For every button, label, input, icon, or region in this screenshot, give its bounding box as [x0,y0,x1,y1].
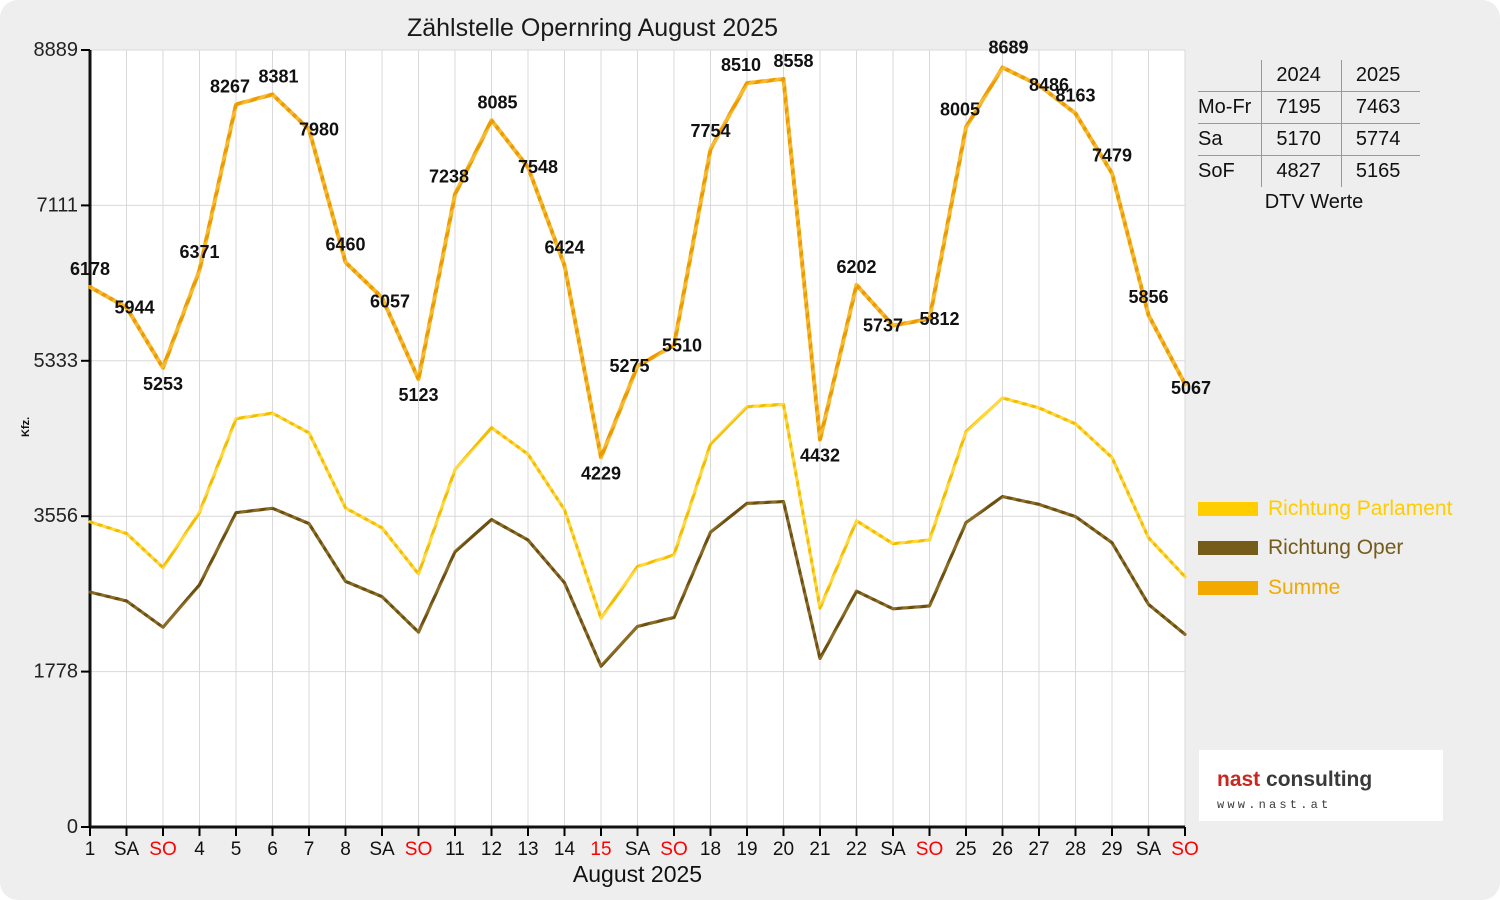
svg-text:8558: 8558 [773,51,813,71]
svg-text:13: 13 [517,839,538,860]
svg-text:29: 29 [1101,839,1122,860]
svg-text:5856: 5856 [1128,287,1168,307]
svg-text:19: 19 [736,839,757,860]
svg-text:SA: SA [1136,839,1162,860]
svg-text:6057: 6057 [370,292,410,312]
svg-text:SA: SA [625,839,651,860]
svg-text:SO: SO [405,839,432,860]
svg-text:SA: SA [369,839,395,860]
svg-text:6202: 6202 [836,257,876,277]
svg-text:1: 1 [85,839,96,860]
svg-text:8163: 8163 [1055,85,1095,105]
svg-text:22: 22 [846,839,867,860]
svg-text:7: 7 [304,839,315,860]
svg-text:8085: 8085 [477,92,517,112]
svg-text:SO: SO [1171,839,1198,860]
svg-text:4: 4 [194,839,205,860]
svg-text:28: 28 [1065,839,1086,860]
svg-text:27: 27 [1028,839,1049,860]
svg-text:SO: SO [149,839,176,860]
svg-text:0: 0 [67,816,78,838]
svg-text:7980: 7980 [299,119,339,139]
svg-text:SA: SA [880,839,906,860]
svg-text:August 2025: August 2025 [573,861,702,887]
svg-text:12: 12 [481,839,502,860]
svg-text:15: 15 [590,839,611,860]
svg-text:5510: 5510 [662,335,702,355]
svg-text:5944: 5944 [114,297,154,317]
svg-text:7548: 7548 [518,157,558,177]
svg-text:14: 14 [554,839,576,860]
svg-text:6371: 6371 [179,242,219,262]
svg-text:3556: 3556 [34,505,79,527]
svg-text:20: 20 [773,839,794,860]
svg-text:SO: SO [916,839,943,860]
svg-text:4229: 4229 [581,463,621,483]
svg-text:5253: 5253 [143,374,183,394]
svg-text:5333: 5333 [34,350,79,372]
svg-text:8: 8 [340,839,351,860]
svg-text:7754: 7754 [690,121,730,141]
svg-text:5737: 5737 [863,316,903,336]
svg-text:5: 5 [231,839,242,860]
svg-text:5812: 5812 [919,309,959,329]
svg-text:5275: 5275 [609,356,649,376]
svg-text:11: 11 [445,839,465,860]
svg-text:7111: 7111 [36,194,78,216]
svg-text:6424: 6424 [544,237,584,257]
svg-text:25: 25 [955,839,976,860]
svg-text:8005: 8005 [940,99,980,119]
svg-text:1778: 1778 [34,661,79,683]
svg-text:8267: 8267 [210,76,250,96]
svg-text:7238: 7238 [429,166,469,186]
svg-text:SO: SO [660,839,687,860]
svg-text:SA: SA [114,839,140,860]
svg-text:6460: 6460 [325,234,365,254]
svg-text:5123: 5123 [398,385,438,405]
svg-text:21: 21 [809,839,830,860]
svg-text:7479: 7479 [1092,145,1132,165]
svg-text:18: 18 [700,839,721,860]
svg-text:5067: 5067 [1171,378,1211,398]
svg-text:4432: 4432 [800,446,840,466]
svg-text:6178: 6178 [70,259,110,279]
svg-text:26: 26 [992,839,1013,860]
svg-text:8510: 8510 [721,55,761,75]
svg-text:8381: 8381 [258,66,298,86]
svg-text:6: 6 [267,839,278,860]
